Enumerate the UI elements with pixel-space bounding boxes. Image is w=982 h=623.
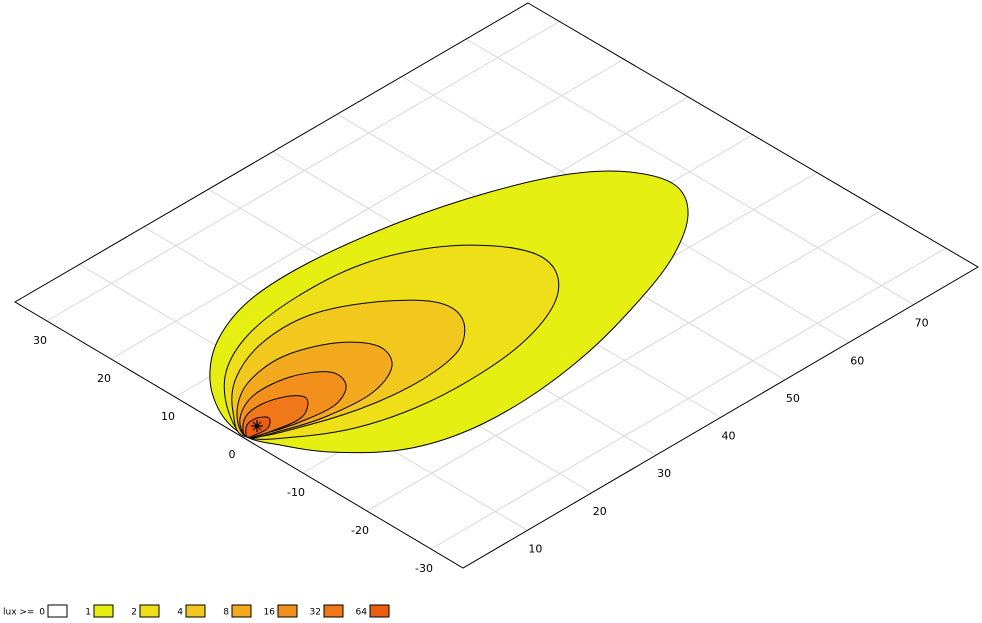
x-tick-label: 60 [850,354,864,367]
legend-swatch [369,604,390,618]
axes: 30 20 10 0 -10 -20 -30 10 20 30 40 50 60 70 [33,317,929,575]
y-tick-label: 10 [161,410,175,423]
legend: lux >= 0 1 2 4 8 16 32 64 [3,604,390,618]
y-tick-label: 0 [229,448,236,461]
legend-swatch [323,604,344,618]
x-tick-label: 30 [657,467,671,480]
y-tick-label: -20 [351,524,369,537]
legend-swatch [139,604,160,618]
plane-outline [14,2,979,569]
legend-label: 4 [177,608,183,618]
luminaire [251,420,263,432]
legend-swatch [185,604,206,618]
x-tick-label: 20 [593,505,607,518]
legend-label: 32 [310,608,321,618]
legend-label: 0 [39,608,45,618]
legend-swatch [47,604,68,618]
legend-label: 64 [356,608,368,618]
y-tick-label: -10 [287,486,305,499]
legend-label: 2 [131,608,137,618]
x-tick-label: 40 [722,430,736,443]
legend-label: 16 [264,608,276,618]
legend-title: lux >= [3,608,34,618]
contours [209,170,689,454]
x-tick-label: 50 [786,392,800,405]
legend-label: 8 [223,608,229,618]
y-tick-label: -30 [415,562,433,575]
legend-swatch [231,604,252,618]
x-tick-label: 70 [915,317,929,330]
legend-swatch [277,604,298,618]
legend-swatch [93,604,114,618]
legend-label: 1 [85,608,91,618]
y-tick-label: 30 [33,334,47,347]
x-tick-label: 10 [528,542,542,555]
grid-line [465,38,914,306]
y-tick-label: 20 [97,372,111,385]
